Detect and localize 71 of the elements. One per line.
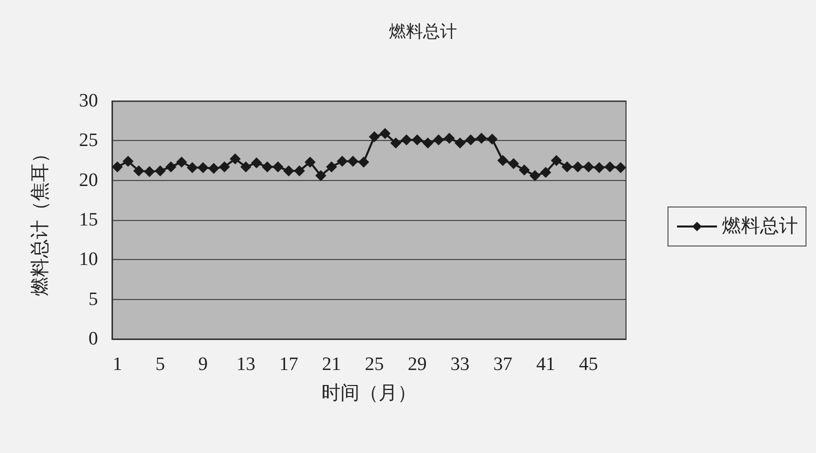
legend-label: 燃料总计 xyxy=(722,216,798,237)
point xyxy=(583,161,594,172)
y-tick-label: 15 xyxy=(79,210,98,230)
point xyxy=(304,156,316,168)
point xyxy=(262,161,273,172)
point xyxy=(497,155,508,166)
x-tick-label: 29 xyxy=(408,354,427,375)
y-tick-label: 25 xyxy=(79,130,98,152)
point xyxy=(508,158,520,170)
x-tick-label: 9 xyxy=(198,354,208,375)
point xyxy=(315,170,326,182)
point xyxy=(594,162,605,174)
x-tick-label: 25 xyxy=(364,354,384,375)
chart-title: 燃料总计 xyxy=(389,22,457,41)
point xyxy=(272,161,284,172)
point xyxy=(186,162,198,174)
point xyxy=(122,156,134,167)
point xyxy=(358,156,370,168)
point xyxy=(529,170,540,182)
y-axis-title: 燃料总计（焦耳） xyxy=(30,144,51,296)
point xyxy=(198,162,209,174)
point xyxy=(422,138,434,149)
point xyxy=(390,138,402,149)
point xyxy=(218,161,230,172)
x-tick-label: 5 xyxy=(155,354,165,375)
x-tick-label: 13 xyxy=(236,354,256,375)
point xyxy=(380,128,391,140)
point xyxy=(454,138,466,149)
point xyxy=(433,134,444,146)
point xyxy=(144,166,155,178)
point xyxy=(347,156,358,167)
point xyxy=(476,132,487,144)
point xyxy=(336,156,348,167)
y-tick-label: 10 xyxy=(79,249,98,270)
point xyxy=(283,165,294,176)
x-tick-label: 21 xyxy=(322,354,342,375)
point xyxy=(176,156,188,168)
point xyxy=(112,161,123,172)
point xyxy=(550,155,562,166)
point xyxy=(412,134,423,146)
point xyxy=(572,161,584,172)
point xyxy=(540,166,552,178)
y-tick-label: 30 xyxy=(79,90,98,112)
x-tick-label: 45 xyxy=(579,354,598,375)
point xyxy=(465,134,476,146)
point xyxy=(294,165,305,176)
point xyxy=(251,157,262,168)
point xyxy=(615,162,626,174)
x-tick-label: 1 xyxy=(112,354,122,375)
point xyxy=(604,161,616,172)
x-tick-label: 37 xyxy=(493,354,512,375)
point xyxy=(208,162,220,174)
point xyxy=(133,165,144,176)
point xyxy=(230,153,241,164)
point xyxy=(326,161,338,172)
y-tick-label: 0 xyxy=(88,328,98,350)
point xyxy=(154,165,166,176)
x-tick-label: 33 xyxy=(450,354,470,375)
point xyxy=(368,131,380,142)
x-axis-title: 时间（月） xyxy=(322,383,416,404)
point xyxy=(518,164,530,176)
point xyxy=(165,161,176,172)
y-tick-label: 20 xyxy=(79,170,98,191)
y-tick-label: 5 xyxy=(88,288,98,310)
point xyxy=(486,134,498,145)
x-tick-label: 17 xyxy=(279,354,298,375)
point xyxy=(562,161,573,172)
point xyxy=(400,134,412,146)
x-tick-label: 41 xyxy=(536,354,556,375)
point xyxy=(444,132,455,144)
point xyxy=(240,161,252,172)
